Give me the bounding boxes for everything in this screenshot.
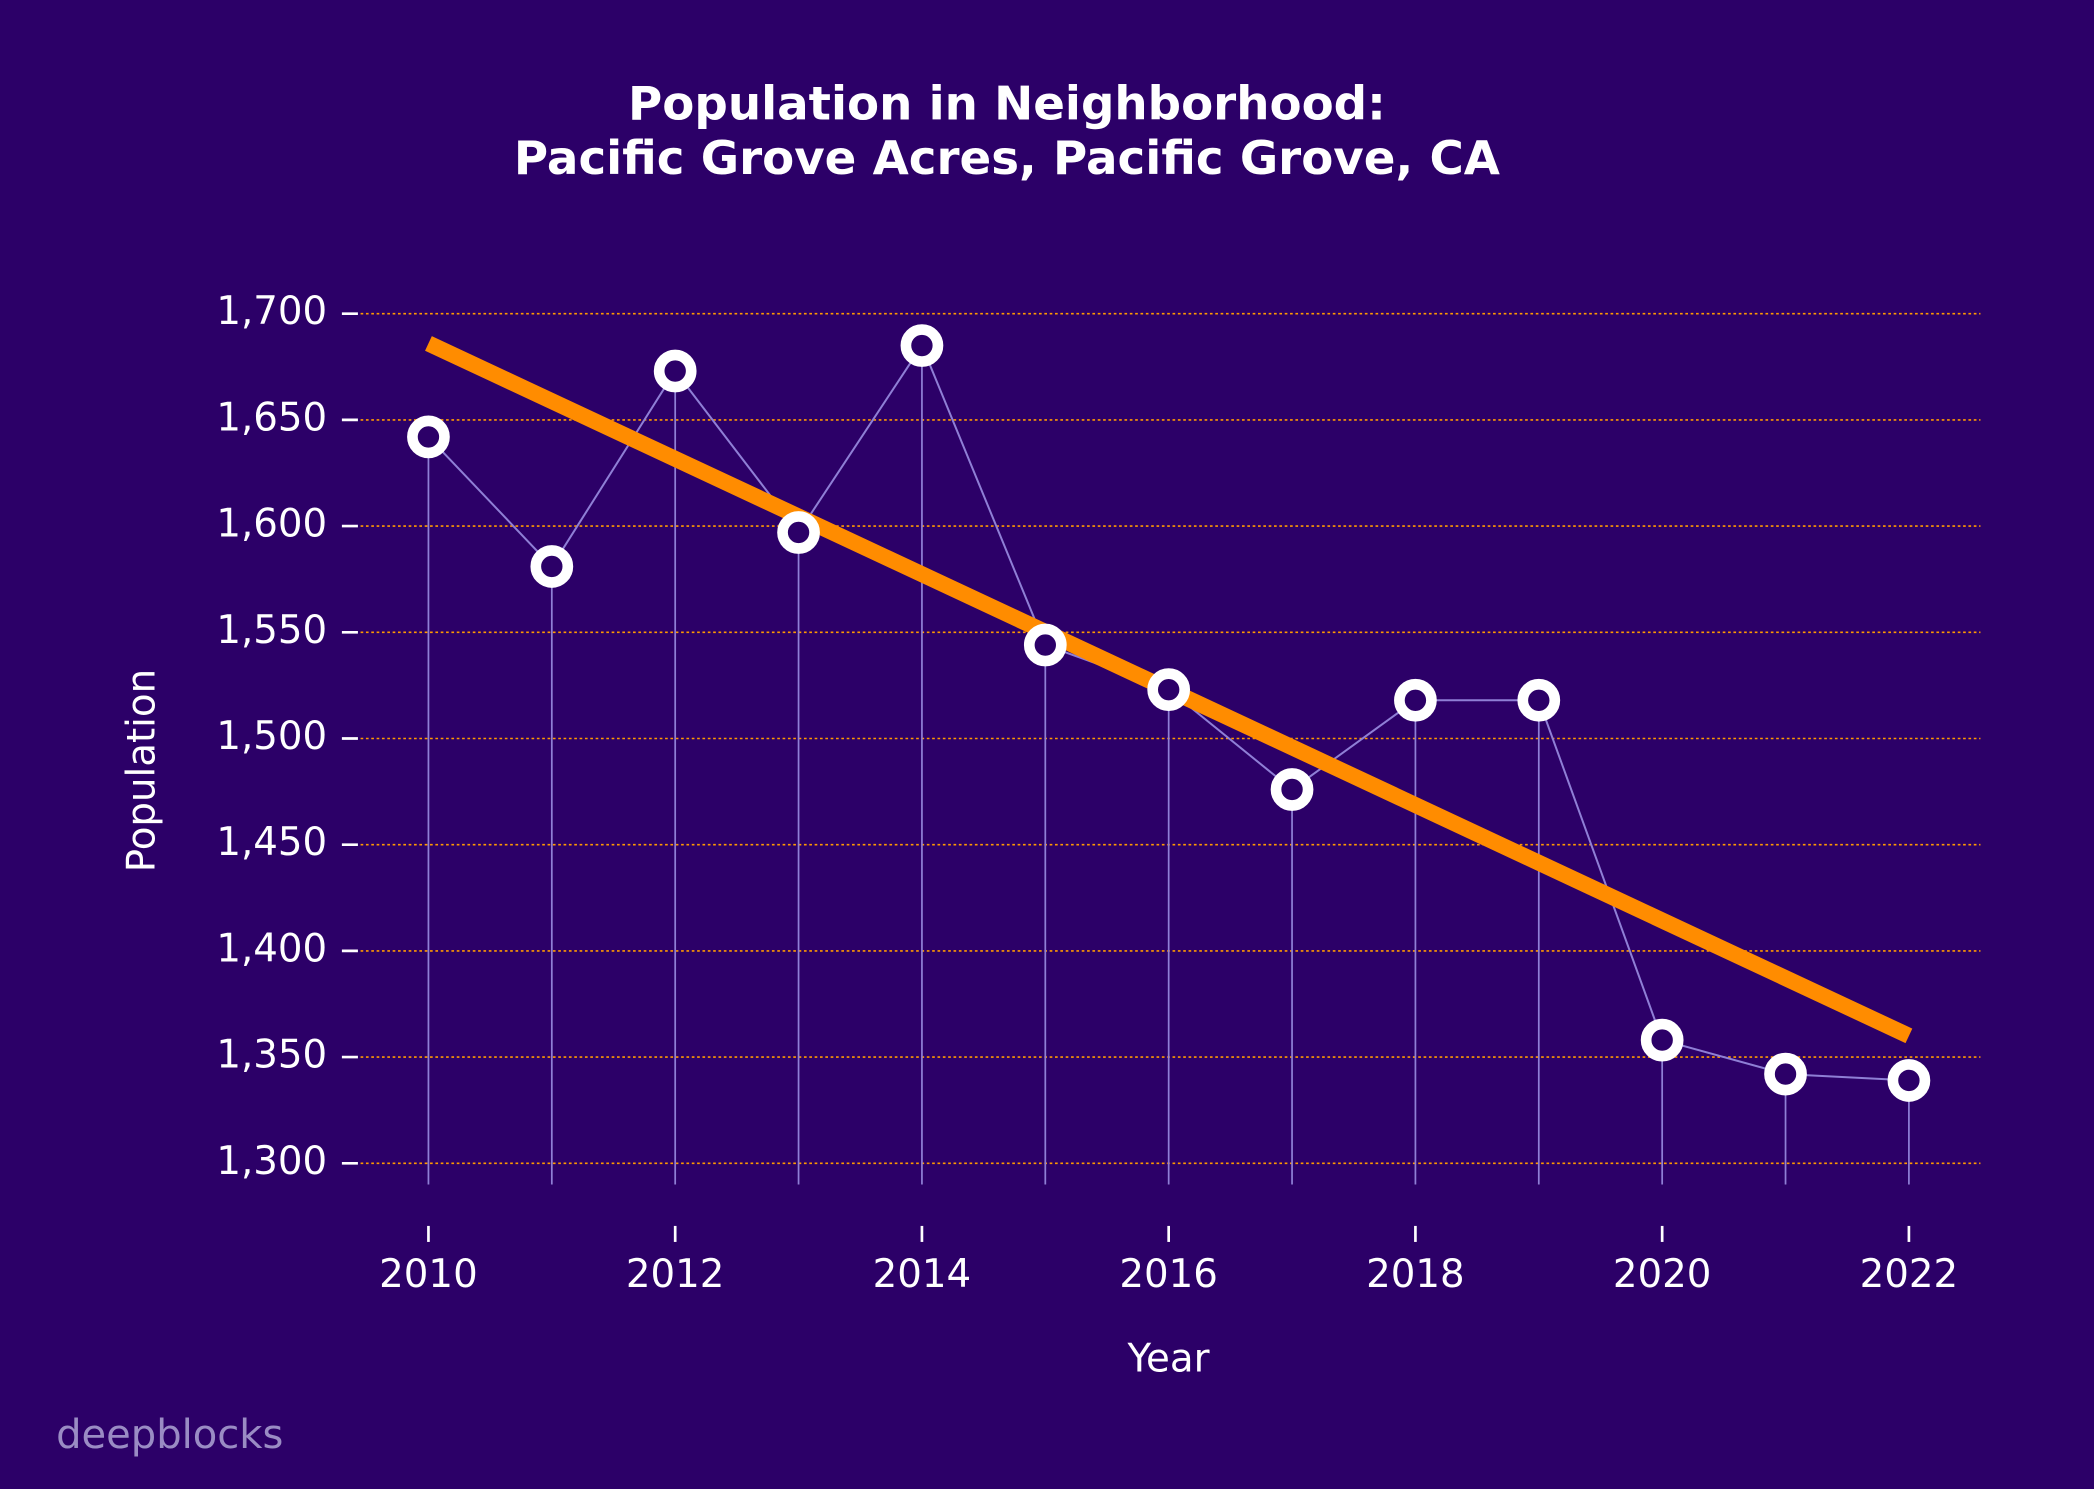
y-tick-label: 1,450 [216,820,327,865]
marker [1147,668,1191,712]
y-tick-label: 1,300 [216,1139,327,1184]
y-tick-label: 1,600 [216,502,327,547]
x-tick-label: 2016 [1119,1252,1218,1297]
marker [1517,678,1561,722]
marker [1640,1018,1684,1062]
chart-title: Pacific Grove Acres, Pacific Grove, CA [514,132,1500,186]
marker [1023,623,1067,667]
x-tick-label: 2014 [873,1252,972,1297]
x-tick-label: 2018 [1366,1252,1465,1297]
marker [407,415,450,459]
marker [1394,678,1437,722]
y-tick-label: 1,550 [216,608,327,653]
y-tick-label: 1,500 [216,714,327,759]
x-tick-label: 2020 [1613,1252,1712,1297]
marker [1270,768,1314,811]
y-tick-label: 1,700 [216,289,327,334]
marker [1887,1059,1931,1102]
watermark: deepblocks [56,1412,283,1458]
x-axis-label: Year [1127,1336,1210,1381]
y-tick-label: 1,350 [216,1033,327,1078]
y-tick-label: 1,650 [216,395,327,440]
marker [1764,1052,1807,1096]
x-tick-label: 2012 [626,1252,725,1297]
y-tick-label: 1,400 [216,926,327,971]
x-tick-label: 2022 [1860,1252,1959,1297]
marker [777,511,820,554]
marker [653,349,697,393]
chart-title: Population in Neighborhood: [628,77,1386,131]
marker [530,545,574,588]
marker [900,324,944,367]
x-tick-label: 2010 [379,1252,478,1297]
y-axis-label: Population [120,669,165,872]
